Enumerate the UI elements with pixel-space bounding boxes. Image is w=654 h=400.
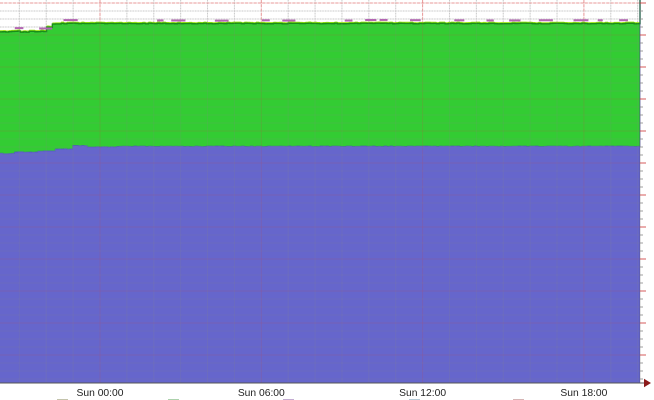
svg-text:Sun 00:00: Sun 00:00 [77, 388, 124, 399]
svg-text:Sun 06:00: Sun 06:00 [238, 388, 285, 399]
svg-text:Sun 12:00: Sun 12:00 [399, 388, 446, 399]
svg-text:Sun 18:00: Sun 18:00 [560, 388, 607, 399]
